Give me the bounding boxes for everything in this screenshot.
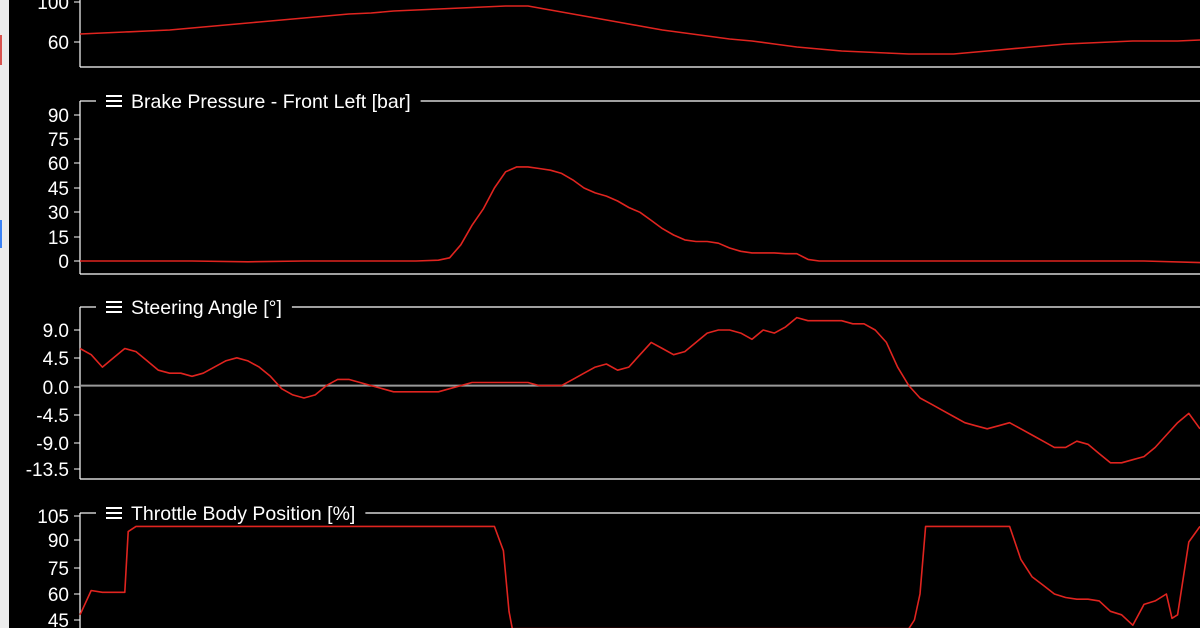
- hamburger-menu-icon[interactable]: [106, 311, 122, 313]
- chart-2-tick-label: 60: [48, 154, 69, 175]
- chart-2-title: Brake Pressure - Front Left [bar]: [131, 91, 411, 113]
- chart-2-series-line: [80, 167, 1200, 263]
- chart-4-title: Throttle Body Position [%]: [131, 503, 355, 525]
- chart-1-tick-label: 60: [48, 33, 69, 54]
- chart-3-title: Steering Angle [°]: [131, 297, 282, 319]
- chart-3-tick-label: -13.5: [26, 460, 69, 481]
- chart-2-tick-label: 0: [58, 252, 69, 273]
- chart-2-tick-label: 15: [48, 228, 69, 249]
- chart-4-tick-label: 75: [48, 559, 69, 580]
- hamburger-menu-icon[interactable]: [106, 95, 122, 97]
- chart-3-tick-label: 0.0: [43, 378, 69, 399]
- hamburger-menu-icon[interactable]: [106, 507, 122, 509]
- chart-3-tick-label: -9.0: [36, 434, 69, 455]
- hamburger-menu-icon[interactable]: [106, 105, 122, 107]
- hamburger-menu-icon[interactable]: [106, 301, 122, 303]
- chart-3-tick-label: 9.0: [43, 321, 69, 342]
- hamburger-menu-icon[interactable]: [106, 512, 122, 514]
- hamburger-menu-icon[interactable]: [106, 100, 122, 102]
- chart-4-series-line: [80, 526, 1200, 628]
- chart-4-tick-label: 105: [37, 507, 69, 528]
- hamburger-menu-icon[interactable]: [106, 517, 122, 519]
- chart-3-tick-label: 4.5: [43, 349, 69, 370]
- chart-3-tick-label: -4.5: [36, 406, 69, 427]
- hamburger-menu-icon[interactable]: [106, 306, 122, 308]
- chart-3-series-line: [80, 318, 1200, 463]
- chart-2-tick-label: 75: [48, 130, 69, 151]
- chart-4-tick-label: 60: [48, 585, 69, 606]
- chart-4-tick-label: 90: [48, 531, 69, 552]
- chart-1-tick-label: 100: [37, 0, 69, 14]
- chart-2-tick-label: 30: [48, 203, 69, 224]
- chart-4-tick-label: 45: [48, 611, 69, 628]
- chart-2-tick-label: 45: [48, 179, 69, 200]
- chart-2-tick-label: 90: [48, 106, 69, 127]
- chart-1-series-line: [80, 6, 1200, 54]
